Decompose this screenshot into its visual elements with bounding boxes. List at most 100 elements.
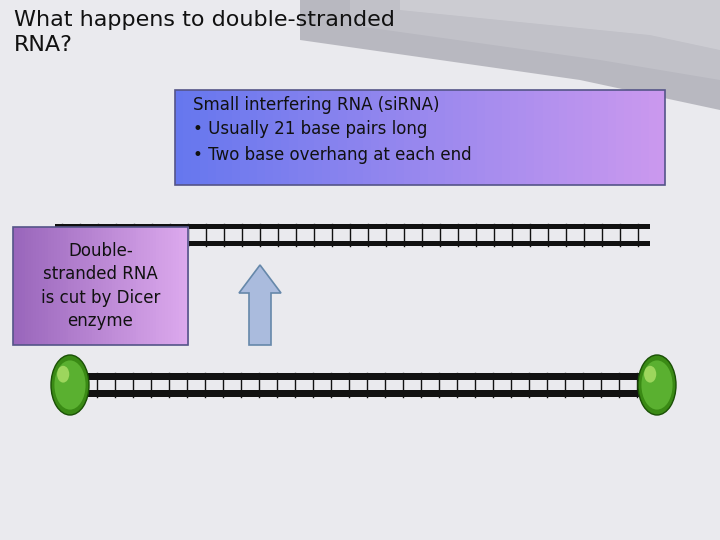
Text: What happens to double-stranded
RNA?: What happens to double-stranded RNA? (14, 10, 395, 55)
Bar (657, 90, 665, 185)
Bar (207, 90, 216, 185)
Bar (306, 90, 315, 185)
Bar (98, 227, 101, 345)
Bar (89, 227, 92, 345)
Bar (118, 227, 122, 345)
Bar (192, 90, 200, 185)
Bar (444, 90, 453, 185)
Bar (156, 227, 159, 345)
Bar (165, 227, 168, 345)
Bar (395, 90, 404, 185)
Bar (45, 227, 48, 345)
Bar (575, 90, 584, 185)
Bar (138, 227, 142, 345)
Bar (632, 90, 641, 185)
Bar (121, 227, 125, 345)
Polygon shape (300, 0, 720, 110)
Bar (141, 227, 145, 345)
Text: Double-
stranded RNA
is cut by Dicer
enzyme: Double- stranded RNA is cut by Dicer enz… (41, 241, 160, 330)
Bar (179, 227, 183, 345)
Bar (48, 227, 51, 345)
Bar (542, 90, 552, 185)
Bar (600, 90, 608, 185)
Polygon shape (350, 0, 720, 80)
Bar (592, 90, 600, 185)
Bar (404, 90, 413, 185)
Bar (338, 90, 347, 185)
Bar (273, 90, 282, 185)
Bar (265, 90, 274, 185)
Bar (130, 227, 133, 345)
Bar (68, 227, 72, 345)
Bar (42, 227, 45, 345)
Bar (232, 90, 240, 185)
Bar (436, 90, 445, 185)
Bar (127, 227, 130, 345)
Bar (132, 227, 136, 345)
Bar (115, 227, 119, 345)
Bar (162, 227, 165, 345)
Bar (77, 227, 81, 345)
FancyArrow shape (239, 265, 281, 345)
Bar (641, 90, 649, 185)
Bar (346, 90, 355, 185)
Bar (72, 373, 655, 380)
Bar (248, 90, 257, 185)
Bar (176, 227, 180, 345)
Bar (289, 90, 298, 185)
Bar (510, 90, 518, 185)
Bar (168, 227, 171, 345)
Bar (171, 227, 174, 345)
Bar (153, 227, 156, 345)
Text: Small interfering RNA (siRNA)
• Usually 21 base pairs long
• Two base overhang a: Small interfering RNA (siRNA) • Usually … (193, 96, 472, 164)
Bar (13, 227, 188, 345)
Polygon shape (400, 0, 720, 50)
Bar (240, 90, 249, 185)
Bar (534, 90, 543, 185)
Bar (51, 227, 54, 345)
Bar (30, 227, 34, 345)
Bar (36, 227, 40, 345)
Bar (182, 227, 186, 345)
Bar (144, 227, 148, 345)
Bar (624, 90, 633, 185)
Bar (150, 227, 153, 345)
Bar (428, 90, 437, 185)
Ellipse shape (642, 360, 672, 410)
Ellipse shape (644, 366, 656, 383)
Bar (16, 227, 19, 345)
Bar (55, 241, 650, 246)
Bar (57, 227, 60, 345)
Bar (86, 227, 89, 345)
Bar (135, 227, 139, 345)
Bar (185, 227, 189, 345)
Bar (371, 90, 379, 185)
Bar (175, 90, 184, 185)
Bar (461, 90, 469, 185)
Bar (477, 90, 486, 185)
Bar (518, 90, 526, 185)
Bar (109, 227, 112, 345)
Bar (379, 90, 388, 185)
Bar (33, 227, 37, 345)
Bar (175, 90, 665, 185)
Bar (40, 227, 42, 345)
Ellipse shape (55, 360, 86, 410)
Bar (420, 90, 428, 185)
Bar (24, 227, 28, 345)
Bar (74, 227, 78, 345)
Bar (551, 90, 559, 185)
Bar (649, 90, 657, 185)
Bar (27, 227, 31, 345)
Bar (485, 90, 494, 185)
Ellipse shape (638, 355, 676, 415)
Bar (567, 90, 576, 185)
Bar (387, 90, 396, 185)
Bar (159, 227, 162, 345)
Bar (91, 227, 95, 345)
Bar (297, 90, 306, 185)
Bar (63, 227, 66, 345)
Bar (412, 90, 420, 185)
Bar (104, 227, 107, 345)
Bar (314, 90, 323, 185)
